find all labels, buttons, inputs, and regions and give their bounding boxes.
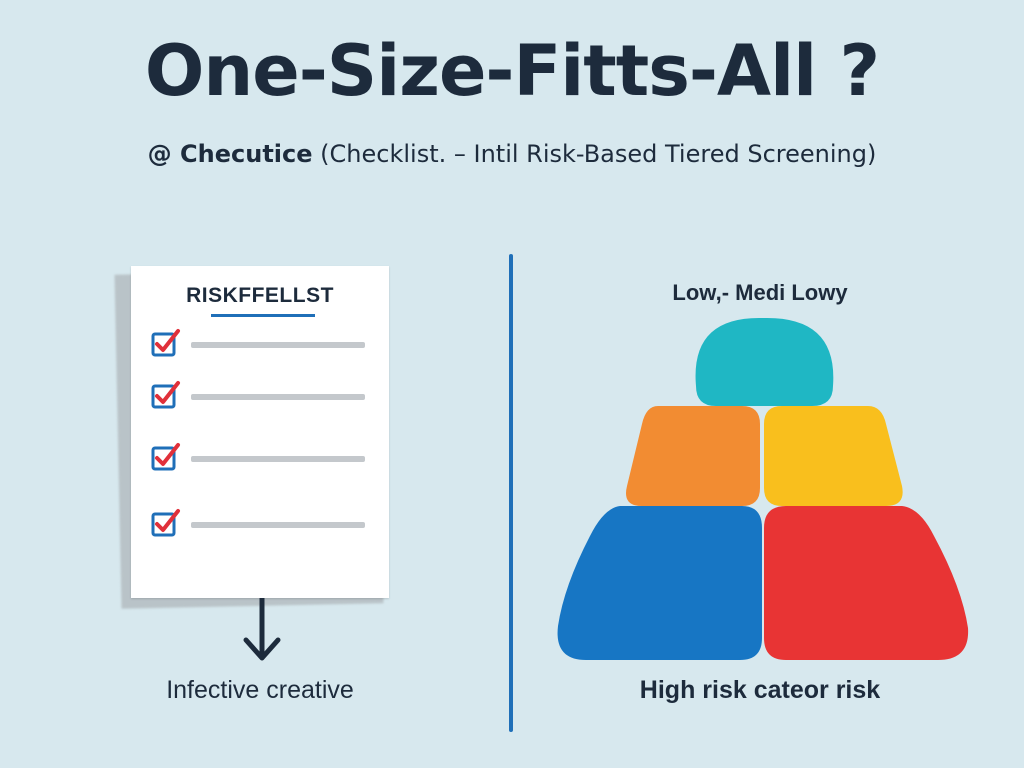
checklist-paper: RISKFFELLST	[131, 266, 389, 598]
pyramid-tier-bottom-left	[557, 506, 762, 660]
checklist-caption: Infective creative	[166, 676, 354, 704]
subtitle-text: (Checklist. – Intil Risk-Based Tiered Sc…	[312, 140, 877, 168]
page-subtitle: @ Checutice (Checklist. – Intil Risk-Bas…	[0, 140, 1024, 168]
checklist-row-line	[191, 394, 365, 400]
tier-pyramid	[557, 317, 969, 660]
checklist-row-line	[191, 522, 365, 528]
page-title: One-Size-Fitts-All ?	[144, 30, 880, 112]
checklist-title: RISKFFELLST	[186, 284, 334, 307]
arrow-down-icon	[243, 598, 281, 661]
checkbox-checked-icon	[151, 509, 180, 537]
checklist-row	[151, 380, 371, 410]
pyramid-caption: High risk cateor risk	[639, 676, 881, 704]
pyramid-tier-middle-right	[764, 406, 903, 506]
checkbox-checked-icon	[151, 443, 180, 471]
checklist-row-line	[191, 342, 365, 348]
checklist-row	[151, 508, 371, 538]
pyramid-top-label: Low,- Medi Lowy	[672, 280, 848, 305]
checklist-row	[151, 328, 371, 358]
pyramid-tier-bottom-right	[764, 506, 969, 660]
checkbox-checked-icon	[151, 381, 180, 409]
subtitle-brand: @ Checutice	[147, 140, 313, 168]
checklist-row-line	[191, 456, 365, 462]
checklist-title-underline	[211, 314, 315, 317]
pyramid-tier-top	[695, 317, 834, 406]
checklist-row	[151, 442, 371, 472]
center-divider	[509, 254, 513, 732]
pyramid-tier-middle-left	[626, 406, 760, 506]
checkbox-checked-icon	[151, 329, 180, 357]
